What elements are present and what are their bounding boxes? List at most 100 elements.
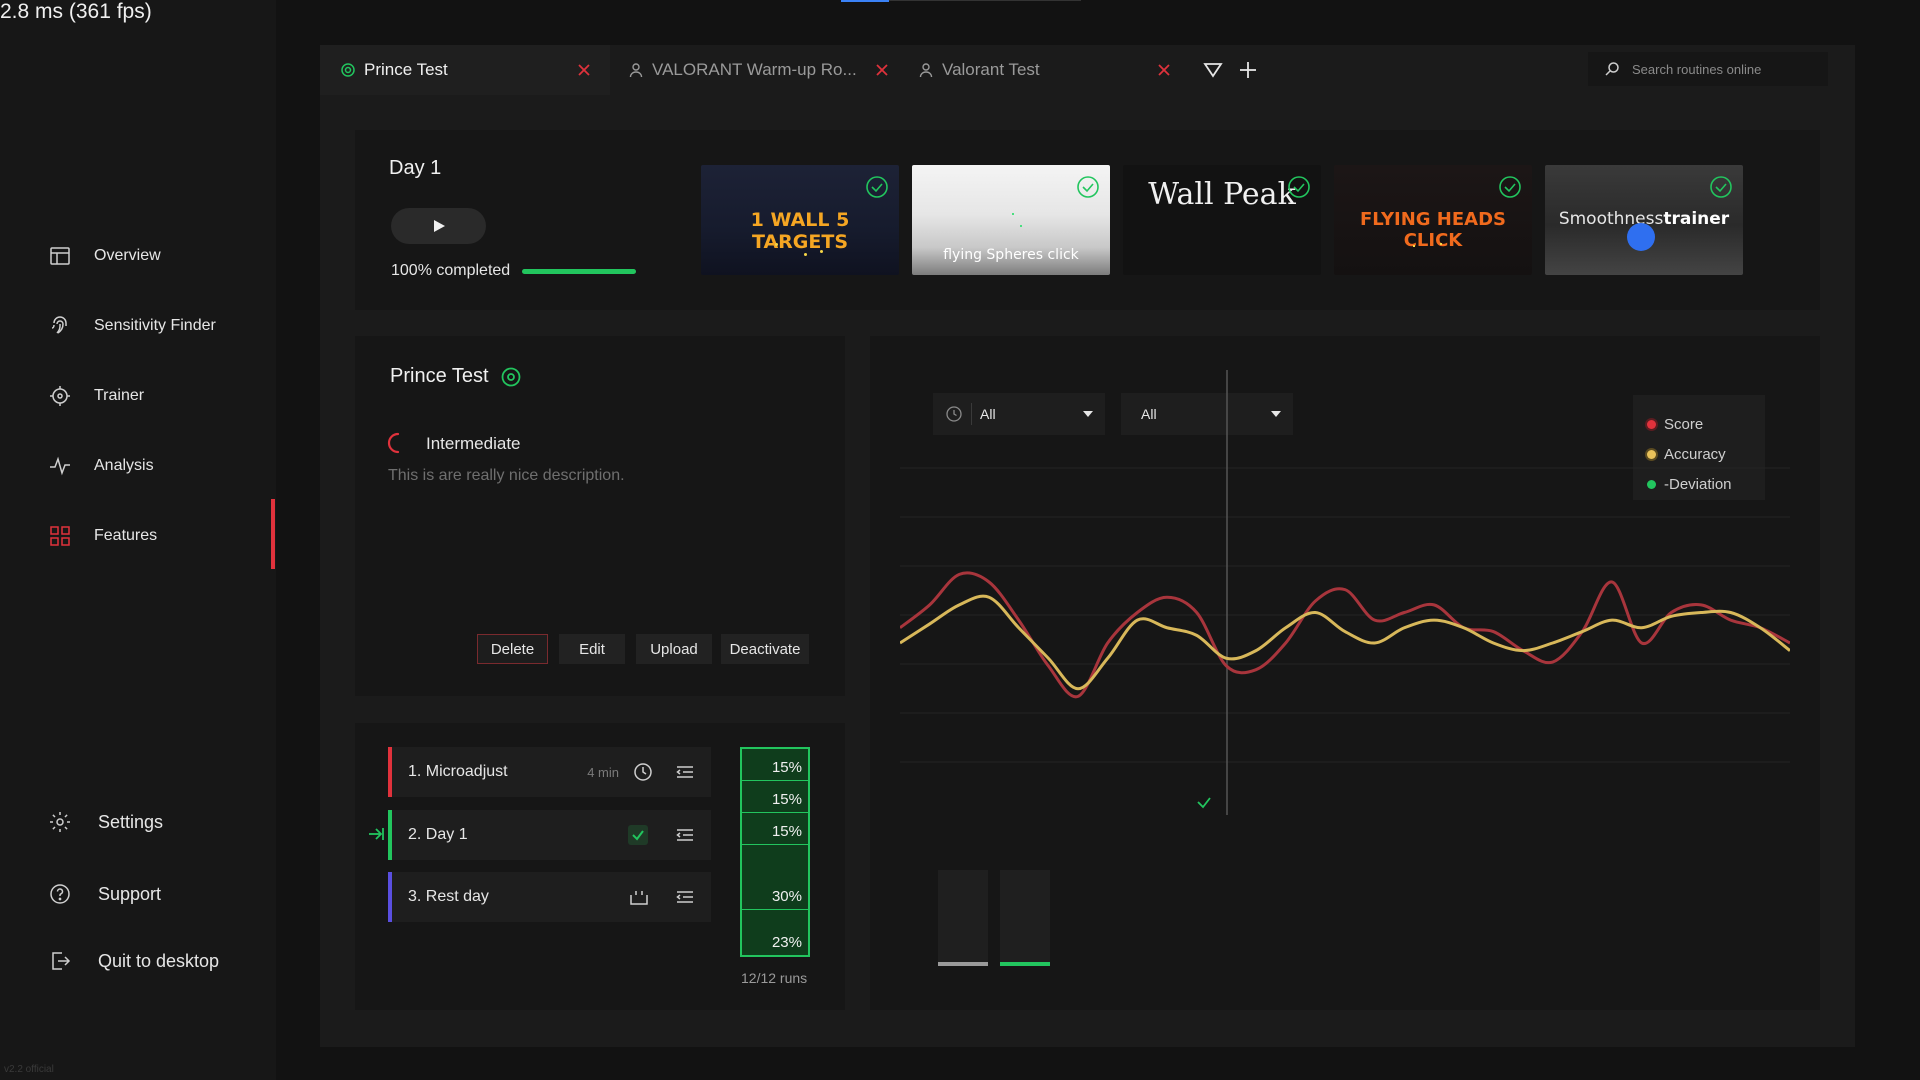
support-button[interactable]: Support: [48, 874, 161, 914]
difficulty-icon: [387, 432, 400, 454]
tab-valorant-warmup[interactable]: VALORANT Warm-up Ro...: [628, 45, 908, 95]
fingerprint-icon: [51, 316, 67, 334]
search-icon: [1605, 62, 1619, 76]
type-filter-select[interactable]: All: [1121, 393, 1293, 435]
deactivate-button[interactable]: Deactivate: [721, 634, 809, 664]
filter-icon[interactable]: [1202, 59, 1224, 81]
thumbnail-label: FLYING HEADS CLICK: [1360, 209, 1506, 251]
edit-button[interactable]: Edit: [559, 634, 625, 664]
list-settings-icon[interactable]: [674, 761, 696, 783]
time-filter-select[interactable]: All: [933, 393, 1105, 435]
quit-label: Quit to desktop: [98, 950, 220, 971]
caret-down-icon: [1271, 411, 1281, 417]
top-divider: [889, 0, 1081, 1]
legend-item-score[interactable]: Score: [1647, 409, 1765, 439]
tab-label: Valorant Test: [942, 60, 1040, 79]
thumbnail-label: trainer: [1663, 209, 1730, 229]
sidebar-item-trainer[interactable]: Trainer: [48, 376, 144, 416]
legend-item-deviation[interactable]: -Deviation: [1647, 469, 1765, 499]
thumbnail-label: Wall Peak: [1148, 177, 1296, 212]
settings-label: Settings: [98, 811, 164, 832]
distribution-cell: 30%: [742, 845, 808, 910]
legend-label: Accuracy: [1664, 445, 1726, 463]
target-dot: [1012, 213, 1014, 215]
crosshair-icon: [50, 386, 70, 406]
distribution-cell: 15%: [742, 813, 808, 845]
layout-icon: [50, 247, 70, 265]
add-tab-icon[interactable]: [1237, 59, 1259, 81]
list-settings-icon[interactable]: [674, 824, 696, 846]
delete-button[interactable]: Delete: [477, 634, 548, 664]
target-icon: [341, 63, 355, 77]
support-label: Support: [98, 883, 162, 904]
legend-label: -Deviation: [1664, 475, 1732, 493]
scenario-thumbnail-1[interactable]: 1 WALL 5 TARGETS: [701, 165, 899, 275]
quit-button[interactable]: Quit to desktop: [48, 941, 219, 981]
scenario-thumbnail-4[interactable]: FLYING HEADS CLICK: [1334, 165, 1532, 275]
tab-prince-test[interactable]: Prince Test: [320, 45, 610, 95]
target-dot: [1020, 225, 1022, 227]
playlist-item-color-bar: [388, 872, 392, 922]
distribution-cell: 15%: [742, 781, 808, 813]
distribution-cell: 15%: [742, 749, 808, 781]
playlist-item-color-bar: [388, 810, 392, 860]
search-box[interactable]: [1588, 52, 1828, 86]
target-icon: [501, 367, 521, 387]
check-circle-icon: [1288, 176, 1310, 198]
playlist-item-rest-day[interactable]: 3. Rest day: [388, 872, 711, 922]
series-line-score: [900, 571, 1790, 699]
session-bar-fill: [1000, 962, 1050, 966]
legend-dot: [1647, 419, 1656, 429]
tab-label: VALORANT Warm-up Ro...: [652, 60, 857, 79]
tab-label: Prince Test: [364, 60, 448, 79]
sidebar: Overview Sensitivity Finder Trainer Anal…: [0, 0, 276, 1080]
chart-legend: Score Accuracy -Deviation: [1633, 395, 1765, 500]
completed-badge: [628, 825, 648, 845]
target-dot: [1413, 245, 1415, 247]
close-icon[interactable]: [874, 62, 890, 78]
settings-button[interactable]: Settings: [48, 802, 163, 842]
target-sphere: [1627, 223, 1655, 251]
clock-icon: [634, 763, 652, 781]
legend-dot: [1647, 479, 1656, 489]
sidebar-item-analysis[interactable]: Analysis: [48, 446, 154, 486]
playlist-item-day-1[interactable]: 2. Day 1: [388, 810, 711, 860]
thumbnail-label: flying Spheres click: [943, 247, 1079, 263]
play-button[interactable]: [391, 208, 486, 244]
search-input[interactable]: [1632, 61, 1822, 77]
close-icon[interactable]: [1156, 62, 1172, 78]
distribution-column: 15% 15% 15% 30% 23%: [740, 747, 810, 957]
top-indicator: [841, 0, 889, 2]
scenario-thumbnail-2[interactable]: flying Spheres click: [912, 165, 1110, 275]
playlist-item-microadjust[interactable]: 1. Microadjust 4 min: [388, 747, 711, 797]
time-filter-value: All: [980, 406, 996, 422]
playlist-item-label: 2. Day 1: [408, 826, 468, 843]
tab-bar: Prince Test VALORANT Warm-up Ro... Valor…: [320, 45, 1855, 95]
scenario-thumbnail-5[interactable]: Smoothnesstrainer: [1545, 165, 1743, 275]
legend-dot: [1647, 449, 1656, 459]
playlist-item-color-bar: [388, 747, 392, 797]
fps-counter: 2.8 ms (361 fps): [0, 0, 152, 23]
legend-item-accuracy[interactable]: Accuracy: [1647, 439, 1765, 469]
sidebar-item-overview[interactable]: Overview: [48, 236, 161, 276]
pulse-icon: [50, 456, 70, 476]
version-label: v2.2 official: [4, 1064, 54, 1075]
legend-label: Score: [1664, 415, 1704, 433]
list-settings-icon[interactable]: [674, 886, 696, 908]
help-icon: [50, 884, 70, 904]
play-icon: [433, 220, 445, 232]
day-title: Day 1: [389, 157, 442, 179]
upload-button[interactable]: Upload: [636, 634, 712, 664]
sidebar-item-features[interactable]: Features: [48, 516, 157, 556]
tab-valorant-test[interactable]: Valorant Test: [918, 45, 1198, 95]
completion-progress-fill: [522, 269, 636, 274]
sidebar-item-label: Analysis: [94, 457, 154, 474]
active-indicator: [271, 499, 275, 569]
sidebar-item-label: Trainer: [94, 387, 145, 404]
completion-label: 100% completed: [391, 262, 511, 279]
check-icon: [632, 830, 644, 841]
close-icon[interactable]: [576, 62, 592, 78]
thumbnail-label: 1 WALL 5 TARGETS: [750, 209, 850, 253]
scenario-thumbnail-3[interactable]: Wall Peak: [1123, 165, 1321, 275]
sidebar-item-sensitivity-finder[interactable]: Sensitivity Finder: [48, 306, 216, 346]
